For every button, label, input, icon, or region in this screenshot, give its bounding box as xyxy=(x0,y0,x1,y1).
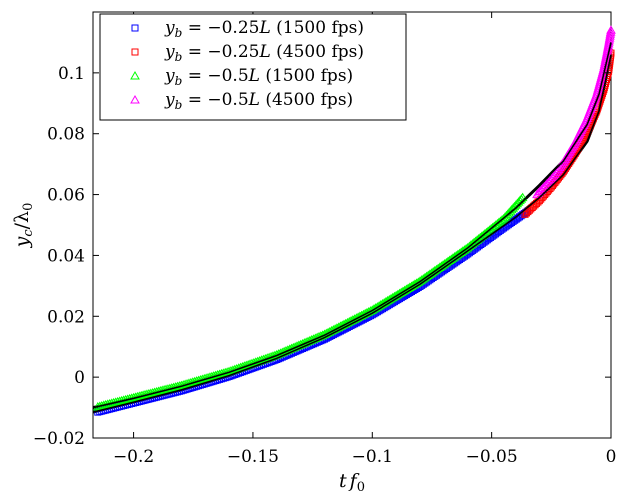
fit-curve-overlay-0 xyxy=(92,54,612,413)
x-tick-label: −0.1 xyxy=(352,447,393,467)
legend-marker xyxy=(130,70,140,80)
data-markers xyxy=(92,25,616,416)
legend: yb = −0.25L (1500 fps)yb = −0.25L (4500 … xyxy=(99,13,407,121)
legend-marker xyxy=(131,24,139,32)
y-tick-label: 0.02 xyxy=(47,307,85,327)
x-tick-label: −0.2 xyxy=(113,447,154,467)
y-tick-label: −0.02 xyxy=(33,429,85,449)
x-tick-label: −0.15 xyxy=(227,447,279,467)
data-point xyxy=(497,215,507,224)
legend-marker xyxy=(130,94,140,104)
y-tick-label: 0.06 xyxy=(47,186,85,206)
y-tick-label: 0.08 xyxy=(47,125,85,145)
x-axis-label: t f0 xyxy=(339,470,365,495)
legend-box xyxy=(99,13,407,121)
x-tick-label: −0.05 xyxy=(466,447,518,467)
fit-curve-overlay-1 xyxy=(92,42,612,409)
legend-label: yb = −0.5L (4500 fps) xyxy=(164,90,353,112)
x-axis-ticks: −0.2 −0.15 −0.1 −0.05 0 xyxy=(113,12,616,467)
y-tick-label: 0.1 xyxy=(58,64,85,84)
legend-label: yb = −0.25L (4500 fps) xyxy=(164,42,364,64)
data-point xyxy=(495,216,506,225)
y-axis-label: yc/λ0 xyxy=(11,203,36,249)
legend-label: yb = −0.5L (1500 fps) xyxy=(164,66,353,88)
legend-marker xyxy=(131,48,139,56)
y-tick-label: 0 xyxy=(74,368,85,388)
legend-label: yb = −0.25L (1500 fps) xyxy=(164,18,364,40)
data-point xyxy=(606,25,616,34)
data-point xyxy=(605,27,616,36)
x-tick-label: 0 xyxy=(606,447,617,467)
y-tick-label: 0.04 xyxy=(47,246,85,266)
y-axis-ticks: −0.02 0 0.02 0.04 0.06 0.08 0.1 xyxy=(33,64,611,449)
